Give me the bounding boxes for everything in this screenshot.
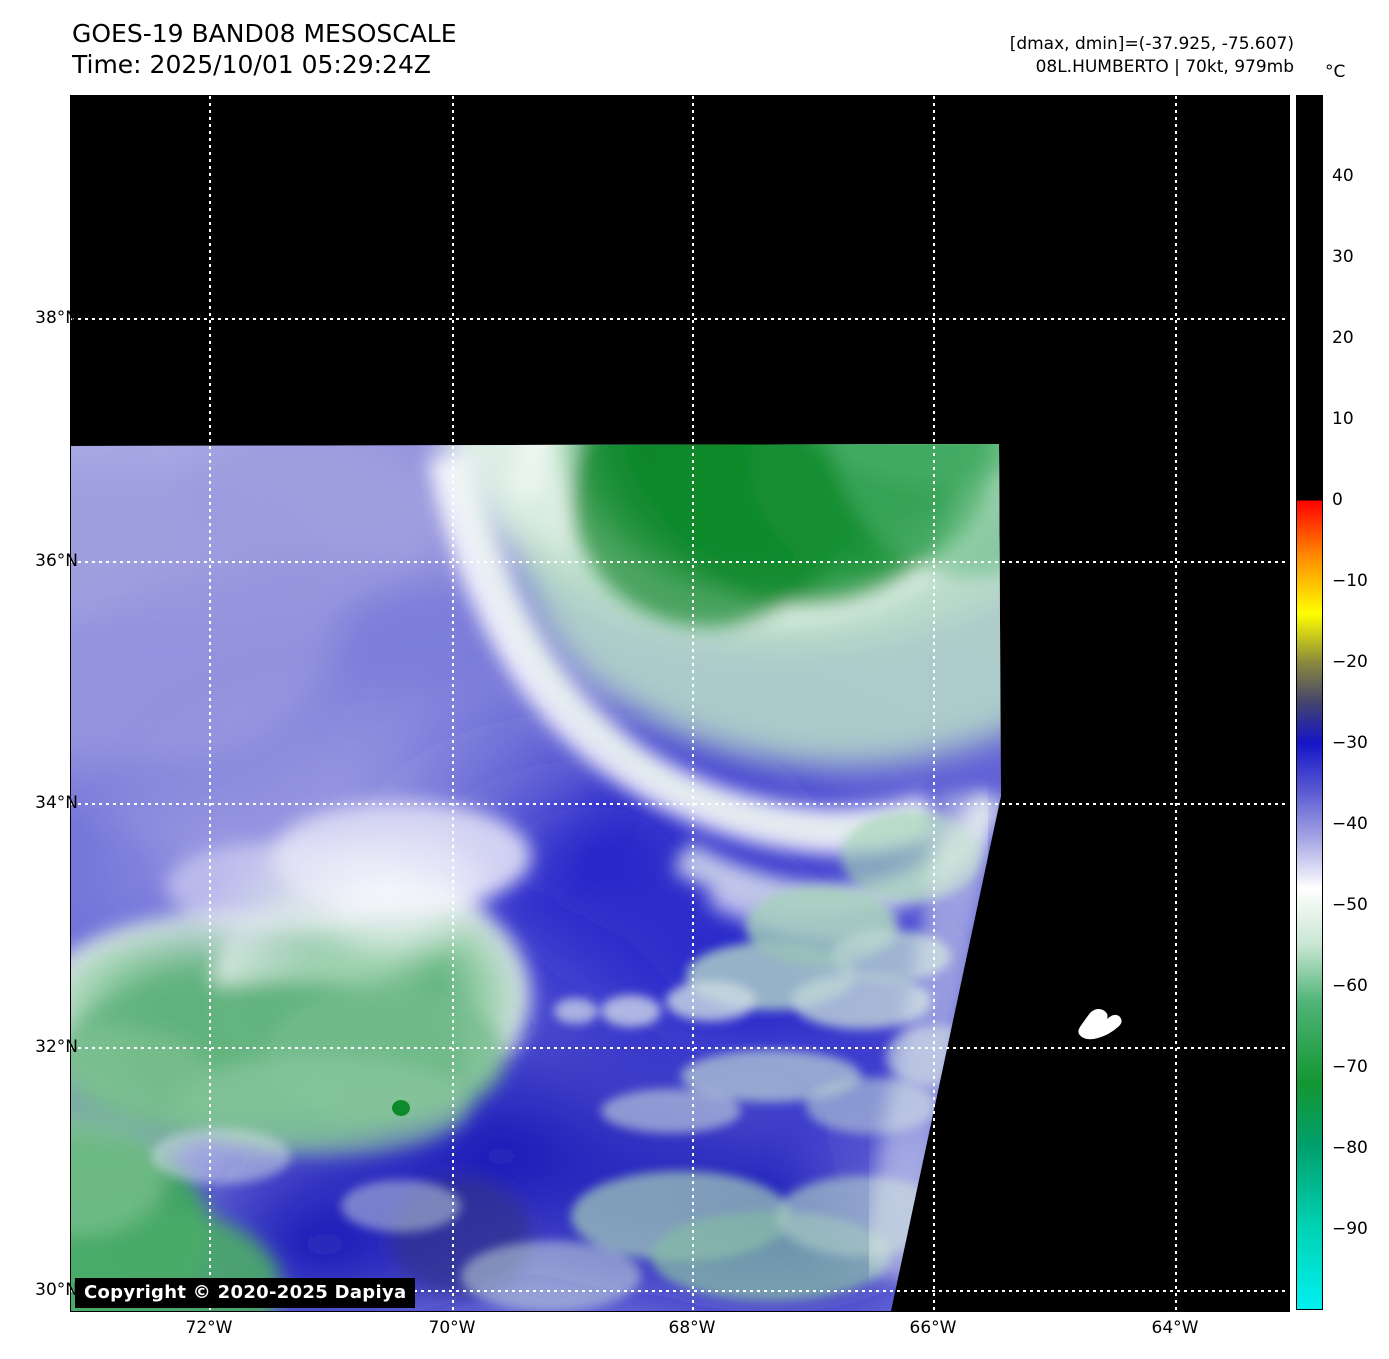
- scan-swath: [71, 444, 1001, 1311]
- colorbar-unit-label: °C: [1325, 62, 1346, 82]
- gridline-lon-70: [452, 96, 454, 1311]
- cbtick-20: 20: [1332, 328, 1354, 348]
- cbtick-0: 0: [1332, 490, 1343, 510]
- copyright-watermark: Copyright © 2020-2025 Dapiya: [75, 1278, 416, 1308]
- cbtick-m50: −50: [1332, 895, 1368, 915]
- cbtick-m20: −20: [1332, 652, 1368, 672]
- xtick-68W: 68°W: [668, 1318, 716, 1338]
- gridline-lon-72: [209, 96, 211, 1311]
- ytick-34N: 34°N: [35, 793, 78, 813]
- satellite-image-plot: Copyright © 2020-2025 Dapiya: [70, 95, 1290, 1312]
- cbtick-30: 30: [1332, 247, 1354, 267]
- bermuda-island-outline: [1078, 1009, 1122, 1040]
- gridline-lat-36: [71, 561, 1289, 563]
- colorbar-gradient: [1297, 96, 1322, 1309]
- cbtick-10: 10: [1332, 409, 1354, 429]
- colorbar: [1296, 95, 1323, 1310]
- gridline-lat-34: [71, 803, 1289, 805]
- satellite-imagery-canvas: [71, 96, 1289, 1311]
- cbtick-m10: −10: [1332, 571, 1368, 591]
- gridline-lon-64: [1175, 96, 1177, 1311]
- ytick-36N: 36°N: [35, 551, 78, 571]
- gridline-lat-32: [71, 1047, 1289, 1049]
- xtick-70W: 70°W: [428, 1318, 476, 1338]
- gridline-lat-30: [71, 1290, 1289, 1292]
- xtick-72W: 72°W: [185, 1318, 233, 1338]
- xtick-64W: 64°W: [1151, 1318, 1199, 1338]
- gridline-lat-38: [71, 318, 1289, 320]
- ytick-32N: 32°N: [35, 1037, 78, 1057]
- cbtick-m40: −40: [1332, 814, 1368, 834]
- cbtick-40: 40: [1332, 166, 1354, 186]
- storm-info-label: 08L.HUMBERTO | 70kt, 979mb: [1035, 57, 1294, 77]
- cbtick-m60: −60: [1332, 976, 1368, 996]
- gridline-lon-66: [933, 96, 935, 1311]
- cbtick-m30: −30: [1332, 733, 1368, 753]
- title-block: GOES-19 BAND08 MESOSCALE Time: 2025/10/0…: [72, 18, 457, 80]
- gridline-lon-68: [692, 96, 694, 1311]
- cbtick-m70: −70: [1332, 1057, 1368, 1077]
- cbtick-m80: −80: [1332, 1138, 1368, 1158]
- ytick-30N: 30°N: [35, 1280, 78, 1300]
- ytick-38N: 38°N: [35, 308, 78, 328]
- page-title: GOES-19 BAND08 MESOSCALE: [72, 19, 457, 48]
- dmax-dmin-label: [dmax, dmin]=(-37.925, -75.607): [1009, 34, 1294, 54]
- timestamp-label: Time: 2025/10/01 05:29:24Z: [72, 50, 431, 79]
- metadata-block: [dmax, dmin]=(-37.925, -75.607) 08L.HUMB…: [1010, 33, 1294, 79]
- cbtick-m90: −90: [1332, 1219, 1368, 1239]
- xtick-66W: 66°W: [909, 1318, 957, 1338]
